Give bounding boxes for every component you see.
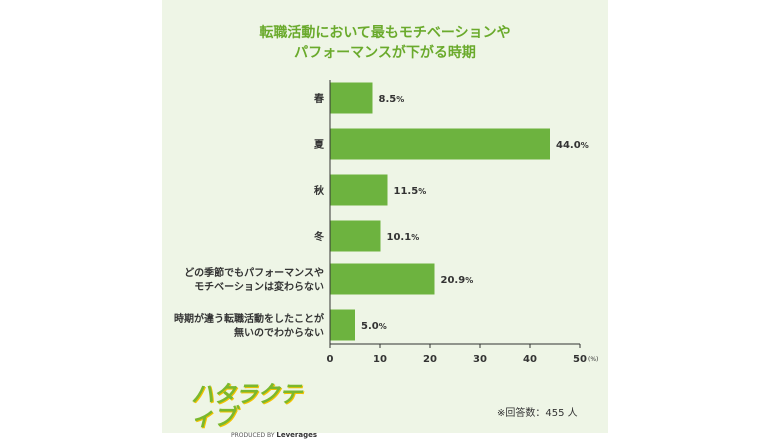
x-tick-label: 10: [373, 354, 387, 365]
chart-panel: 転職活動において最もモチベーションや パフォーマンスが下がる時期 春夏秋冬どの季節…: [162, 0, 608, 433]
category-label: 冬: [314, 230, 324, 243]
x-tick-label: 50: [573, 354, 587, 365]
respondent-note: ※回答数：455 人: [497, 408, 578, 419]
value-label: 10.1%: [387, 232, 420, 243]
x-axis: 0 10 20 30 40 50 (%): [327, 80, 598, 365]
x-tick-label: 30: [473, 354, 487, 365]
chart-title-line: 転職活動において最もモチベーションや: [259, 24, 510, 41]
value-label: 5.0%: [361, 321, 387, 332]
category-label: 時期が違う転職活動をしたことが: [174, 312, 325, 325]
value-label: 20.9%: [441, 275, 474, 286]
value-label: 44.0%: [556, 140, 589, 151]
bars: [330, 82, 550, 341]
logo-sub-prefix: PRODUCED BY: [231, 432, 275, 439]
bar: [330, 263, 435, 295]
logo-text: ハタラクティブ: [191, 382, 302, 431]
value-labels: 8.5% 44.0% 11.5% 10.1% 20.9% 5.0%: [361, 94, 589, 332]
category-label: どの季節でもパフォーマンスや: [184, 266, 324, 279]
value-label: 8.5%: [379, 94, 405, 105]
category-label: モチベーションは変わらない: [194, 280, 324, 293]
category-label: 秋: [314, 184, 325, 197]
bar: [330, 309, 355, 341]
chart-title-line: パフォーマンスが下がる時期: [294, 44, 476, 61]
x-tick-label: 20: [423, 354, 437, 365]
bar: [330, 82, 373, 114]
category-label: 春: [314, 92, 324, 105]
bar: [330, 174, 388, 206]
bar: [330, 220, 381, 252]
category-label: 無いのでわからない: [234, 326, 324, 339]
logo-sub-brand: Leverages: [276, 431, 318, 439]
hataractive-logo: ハタラクティブ PRODUCED BY Leverages: [191, 384, 317, 439]
category-labels: 春夏秋冬どの季節でもパフォーマンスやモチベーションは変わらない時期が違う転職活動…: [174, 92, 325, 339]
bar: [330, 128, 550, 160]
x-tick-label: 40: [523, 354, 537, 365]
logo-subtitle: PRODUCED BY Leverages: [231, 431, 317, 439]
x-unit-label: (%): [588, 356, 598, 363]
value-label: 11.5%: [394, 186, 427, 197]
x-tick-label: 0: [327, 354, 334, 365]
category-label: 夏: [313, 139, 325, 151]
